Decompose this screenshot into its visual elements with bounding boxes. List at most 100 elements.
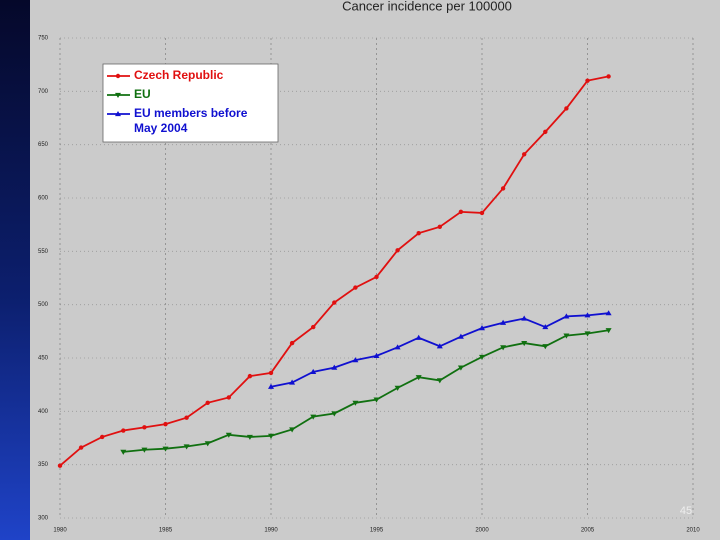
x-tick-label: 1990: [264, 528, 278, 534]
data-point: [183, 444, 190, 450]
data-point: [142, 425, 147, 430]
data-point: [479, 325, 485, 331]
data-point: [310, 368, 317, 374]
data-point: [606, 74, 611, 79]
data-point: [457, 365, 464, 371]
data-point: [115, 111, 121, 117]
chart-title: Cancer incidence per 100000: [342, 0, 512, 13]
data-point: [331, 411, 338, 417]
data-point: [268, 370, 274, 376]
data-point: [353, 285, 358, 290]
y-tick-label: 700: [38, 89, 49, 95]
data-point: [457, 333, 464, 339]
data-point: [246, 434, 253, 440]
x-tick-label: 2005: [581, 528, 595, 534]
x-tick-label: 1985: [159, 528, 173, 534]
data-point: [563, 333, 570, 339]
data-point: [115, 92, 121, 98]
data-point: [500, 186, 506, 191]
data-point: [226, 395, 231, 400]
data-point: [479, 354, 485, 360]
data-point: [163, 421, 168, 427]
data-point: [247, 373, 253, 379]
data-point: [436, 343, 443, 349]
x-tick-label: 1995: [370, 528, 384, 534]
data-point: [416, 231, 421, 236]
data-point: [415, 334, 422, 340]
y-tick-label: 550: [38, 249, 49, 255]
x-tick-label: 2010: [686, 528, 700, 534]
data-point: [542, 344, 549, 350]
y-tick-label: 350: [38, 462, 49, 468]
y-tick-label: 600: [38, 196, 49, 202]
data-point: [584, 331, 591, 337]
data-point: [310, 414, 317, 420]
data-point: [331, 364, 338, 370]
data-point: [373, 352, 380, 358]
data-point: [204, 441, 211, 447]
legend-label: Czech Republic: [134, 68, 224, 82]
data-point: [521, 340, 528, 347]
legend-label-line: EU members before: [134, 106, 248, 120]
legend-label-line: May 2004: [134, 121, 188, 135]
data-point: [289, 379, 296, 385]
y-tick-label: 400: [38, 409, 49, 415]
data-point: [100, 434, 105, 440]
y-tick-label: 500: [38, 302, 49, 308]
data-point: [605, 310, 612, 316]
data-point: [436, 378, 443, 384]
data-point: [500, 345, 507, 351]
data-point: [289, 340, 295, 346]
data-point: [458, 209, 464, 215]
data-point: [374, 274, 379, 280]
data-point: [564, 106, 569, 111]
y-tick-label: 450: [38, 356, 49, 362]
data-point: [500, 319, 507, 325]
legend-box: [102, 63, 279, 143]
data-point: [521, 315, 528, 321]
data-point: [522, 152, 527, 157]
data-point: [268, 433, 274, 439]
series-line: [123, 329, 609, 453]
data-point: [394, 385, 401, 391]
data-point: [141, 447, 148, 453]
data-point: [563, 313, 570, 319]
data-point: [225, 432, 232, 438]
data-point: [115, 73, 121, 79]
data-point: [437, 224, 442, 229]
y-tick-label: 750: [38, 36, 49, 42]
data-point: [352, 357, 359, 363]
y-tick-label: 650: [38, 142, 49, 148]
data-point: [184, 415, 189, 420]
data-point: [585, 78, 590, 83]
data-point: [162, 446, 169, 452]
data-point: [394, 344, 401, 350]
data-point: [373, 397, 380, 403]
data-point: [120, 449, 127, 455]
data-point: [395, 248, 400, 253]
y-tick-label: 300: [38, 516, 49, 522]
data-point: [352, 400, 359, 406]
data-point: [332, 300, 337, 305]
legend-label: EU members before May 2004: [134, 106, 248, 135]
data-point: [311, 324, 316, 330]
x-tick-label: 1980: [53, 528, 67, 534]
data-point: [543, 129, 548, 135]
data-point: [57, 463, 63, 468]
x-tick-label: 2000: [475, 528, 489, 534]
data-point: [605, 328, 612, 334]
data-point: [289, 427, 296, 433]
data-point: [121, 428, 126, 433]
data-point: [205, 400, 210, 405]
data-point: [542, 324, 549, 330]
legend-label: EU: [134, 87, 151, 101]
data-point: [584, 312, 591, 318]
data-point: [479, 210, 485, 216]
legend: Czech Republic EU EU members before May 200…: [102, 63, 279, 143]
data-point: [78, 445, 84, 450]
page-number: 45: [680, 505, 692, 517]
data-point: [415, 375, 422, 381]
data-point: [268, 383, 274, 389]
